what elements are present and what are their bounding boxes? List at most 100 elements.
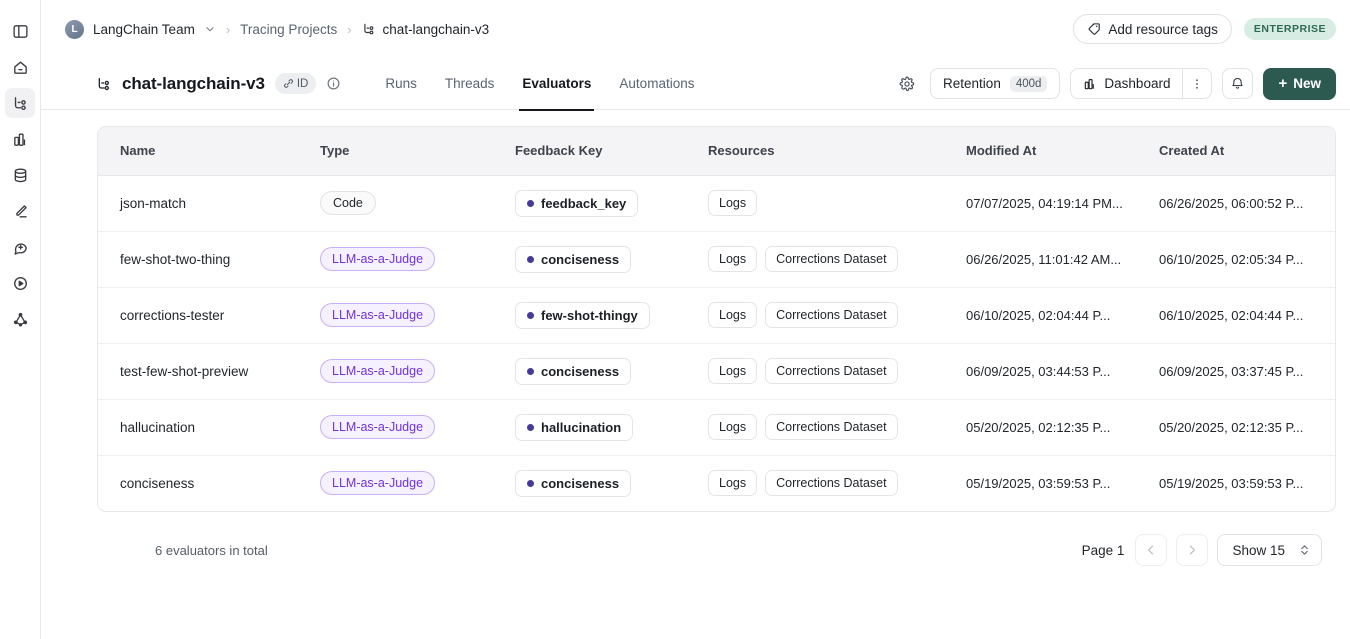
resource-chip-group: Logs Corrections Dataset [708, 302, 944, 328]
cell-name[interactable]: conciseness [120, 475, 195, 491]
notifications-button[interactable] [1222, 68, 1254, 99]
table-row[interactable]: json-match Code feedback_key Logs 07/07/2025… [98, 175, 1335, 232]
cell-name[interactable]: few-shot-two-thing [98, 231, 298, 288]
cell-actions [1330, 231, 1335, 288]
tab-evaluators[interactable]: Evaluators [508, 58, 605, 111]
feedback-key-chip[interactable]: feedback_key [515, 189, 639, 217]
resource-chip[interactable]: Corrections Dataset [765, 358, 898, 384]
feedback-key-label: feedback_key [541, 195, 627, 211]
column-header-feedback-key[interactable]: Feedback Key [493, 127, 686, 176]
resource-chip[interactable]: Logs [708, 470, 758, 497]
resource-chip-group: Logs Corrections Dataset [708, 414, 944, 440]
previous-page-button[interactable] [1135, 534, 1168, 566]
chart-bar-small-icon [1083, 77, 1097, 91]
panel-toggle-icon[interactable] [5, 16, 35, 46]
tracing-project-icon [362, 22, 376, 36]
evaluator-type-badge: LLM-as-a-Judge [320, 471, 436, 496]
resource-chip[interactable]: Corrections Dataset [765, 246, 898, 272]
chevron-down-icon[interactable] [204, 23, 216, 35]
tracing-projects-icon[interactable] [5, 88, 35, 118]
cell-type: Code [298, 175, 493, 232]
breadcrumb-project[interactable]: chat-langchain-v3 [362, 22, 489, 37]
dashboard-split-button: Dashboard [1070, 68, 1213, 99]
deployments-graph-icon[interactable] [5, 304, 35, 334]
breadcrumb-tracing-projects[interactable]: Tracing Projects [240, 21, 338, 37]
tab-threads[interactable]: Threads [431, 58, 509, 110]
copy-id-pill[interactable]: ID [274, 73, 317, 94]
cell-name[interactable]: corrections-tester [98, 287, 298, 344]
table-row[interactable]: conciseness LLM-as-a-Judge conciseness Logs… [98, 455, 1335, 511]
cell-name[interactable]: hallucination [98, 399, 298, 456]
chevron-updown-icon [1299, 542, 1310, 558]
link-icon [283, 78, 294, 89]
table-row[interactable]: corrections-tester LLM-as-a-Judge few-shot… [98, 287, 1335, 344]
column-header-type[interactable]: Type [298, 127, 493, 176]
next-page-button[interactable] [1176, 534, 1209, 566]
feedback-key-chip[interactable]: hallucination [515, 413, 634, 441]
header-actions: Retention 400d Dashboard [894, 67, 1336, 100]
resource-chip[interactable]: Corrections Dataset [765, 302, 898, 328]
cell-resources: Logs Corrections Dataset [686, 399, 944, 456]
cell-modified-at: 06/09/2025, 03:44:53 P... [944, 343, 1137, 400]
cell-name[interactable]: test-few-shot-preview [98, 343, 298, 400]
cell-modified-at: 05/20/2025, 02:12:35 P... [944, 399, 1137, 456]
breadcrumb-org[interactable]: LangChain Team [93, 21, 195, 37]
resource-chip[interactable]: Corrections Dataset [765, 414, 898, 440]
add-resource-tags-button[interactable]: Add resource tags [1073, 14, 1232, 44]
feedback-key-chip[interactable]: conciseness [515, 469, 632, 497]
breadcrumb: L LangChain Team › Tracing Projects › ch… [65, 19, 1073, 39]
column-header-created-at[interactable]: Created At [1137, 127, 1330, 176]
dashboard-label: Dashboard [1104, 76, 1171, 91]
feedback-key-dot-icon [527, 423, 534, 431]
cell-actions [1330, 399, 1335, 456]
cell-type: LLM-as-a-Judge [298, 455, 493, 511]
resource-chip[interactable]: Logs [708, 190, 758, 216]
main-column: L LangChain Team › Tracing Projects › ch… [41, 0, 1350, 639]
resource-chip[interactable]: Logs [708, 414, 758, 440]
feedback-key-chip[interactable]: few-shot-thingy [515, 301, 650, 329]
resource-chip[interactable]: Logs [708, 358, 758, 384]
dashboard-button[interactable]: Dashboard [1070, 68, 1183, 99]
cell-name[interactable]: json-match [98, 175, 298, 232]
datasets-database-icon[interactable] [5, 160, 35, 190]
cell-resources: Logs Corrections Dataset [686, 287, 944, 344]
evaluator-type-badge: LLM-as-a-Judge [320, 415, 436, 439]
cell-resources: Logs [686, 175, 944, 232]
tab-automations[interactable]: Automations [605, 58, 708, 110]
gear-icon[interactable] [894, 71, 920, 97]
feedback-key-dot-icon [527, 367, 534, 375]
page-size-select[interactable]: Show 15 [1217, 534, 1322, 566]
tab-runs[interactable]: Runs [371, 58, 431, 110]
resource-chip[interactable]: Logs [708, 246, 758, 272]
feedback-key-chip[interactable]: conciseness [515, 357, 632, 385]
plan-badge: ENTERPRISE [1243, 18, 1336, 40]
table-row[interactable]: hallucination LLM-as-a-Judge hallucination… [98, 399, 1335, 456]
column-header-name[interactable]: Name [98, 127, 298, 176]
page-title: chat-langchain-v3 [122, 73, 265, 93]
page-label: Page 1 [1081, 542, 1125, 558]
prompts-pencil-icon[interactable] [5, 196, 35, 226]
resource-chip[interactable]: Logs [708, 302, 758, 328]
column-header-resources[interactable]: Resources [686, 127, 944, 176]
table-row[interactable]: test-few-shot-preview LLM-as-a-Judge conci… [98, 343, 1335, 400]
pagination: Page 1 Show 15 [1082, 534, 1322, 566]
add-resource-tags-label: Add resource tags [1108, 21, 1218, 37]
feedback-key-label: conciseness [541, 475, 620, 491]
new-button[interactable]: + New [1263, 67, 1336, 100]
annotation-chat-icon[interactable] [5, 232, 35, 262]
tracing-project-title-icon [96, 76, 112, 92]
column-header-modified-at[interactable]: Modified At [944, 127, 1137, 176]
table-body: json-match Code feedback_key Logs 07/07/2025… [98, 175, 1335, 511]
chart-bar-icon[interactable] [5, 124, 35, 154]
feedback-key-chip[interactable]: conciseness [515, 245, 632, 273]
table-row[interactable]: few-shot-two-thing LLM-as-a-Judge concisen… [98, 231, 1335, 288]
table-footer: 6 evaluators in total Page 1 Show 15 [97, 512, 1336, 574]
retention-button[interactable]: Retention 400d [930, 68, 1061, 99]
playground-play-icon[interactable] [5, 268, 35, 298]
feedback-key-dot-icon [527, 311, 534, 319]
dashboard-more-menu-button[interactable] [1182, 68, 1213, 99]
home-icon[interactable] [5, 52, 35, 82]
resource-chip[interactable]: Corrections Dataset [765, 470, 898, 497]
info-icon[interactable] [326, 76, 341, 91]
